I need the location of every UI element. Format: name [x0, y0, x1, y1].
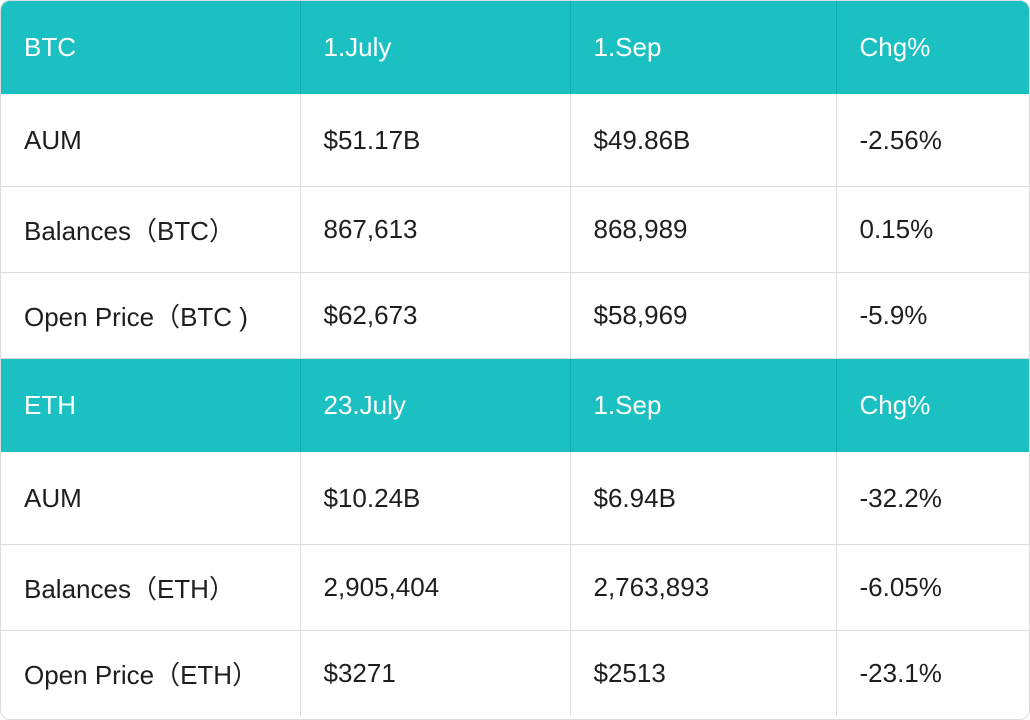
end-value: 868,989 — [570, 186, 837, 273]
start-value: $3271 — [300, 630, 571, 716]
end-value: $2513 — [570, 630, 837, 716]
header-cell-change: Chg% — [836, 358, 1029, 452]
header-cell-start-date: 23.July — [300, 358, 571, 452]
row-label: Open Price（BTC ) — [1, 272, 301, 359]
end-value: 2,763,893 — [570, 544, 837, 631]
change-value: -2.56% — [836, 94, 1029, 187]
change-value: -32.2% — [836, 452, 1029, 545]
start-value: $62,673 — [300, 272, 571, 359]
header-cell-end-date: 1.Sep — [570, 358, 837, 452]
btc-open-price-row: Open Price（BTC ) $62,673 $58,969 -5.9% — [1, 272, 1029, 359]
header-cell-asset: BTC — [1, 1, 301, 94]
row-label: Balances（BTC） — [1, 186, 301, 273]
eth-open-price-row: Open Price（ETH） $3271 $2513 -23.1% — [1, 630, 1029, 716]
header-cell-asset: ETH — [1, 358, 301, 452]
header-cell-change: Chg% — [836, 1, 1029, 94]
row-label: AUM — [1, 94, 301, 187]
header-cell-start-date: 1.July — [300, 1, 571, 94]
start-value: $10.24B — [300, 452, 571, 545]
end-value: $49.86B — [570, 94, 837, 187]
header-cell-end-date: 1.Sep — [570, 1, 837, 94]
end-value: $58,969 — [570, 272, 837, 359]
start-value: $51.17B — [300, 94, 571, 187]
change-value: -6.05% — [836, 544, 1029, 631]
start-value: 2,905,404 — [300, 544, 571, 631]
change-value: -5.9% — [836, 272, 1029, 359]
eth-balances-row: Balances（ETH） 2,905,404 2,763,893 -6.05% — [1, 544, 1029, 631]
btc-header-row: BTC 1.July 1.Sep Chg% — [1, 1, 1029, 94]
change-value: -23.1% — [859, 658, 942, 688]
row-label: Open Price（ETH） — [1, 630, 301, 716]
row-label: Balances（ETH） — [1, 544, 301, 631]
end-value: $6.94B — [570, 452, 837, 545]
btc-balances-row: Balances（BTC） 867,613 868,989 0.15% — [1, 186, 1029, 273]
eth-aum-row: AUM $10.24B $6.94B -32.2% — [1, 452, 1029, 545]
btc-aum-row: AUM $51.17B $49.86B -2.56% — [1, 94, 1029, 187]
change-value: 0.15% — [836, 186, 1029, 273]
row-label: AUM — [1, 452, 301, 545]
eth-header-row: ETH 23.July 1.Sep Chg% — [1, 358, 1029, 452]
start-value: 867,613 — [300, 186, 571, 273]
